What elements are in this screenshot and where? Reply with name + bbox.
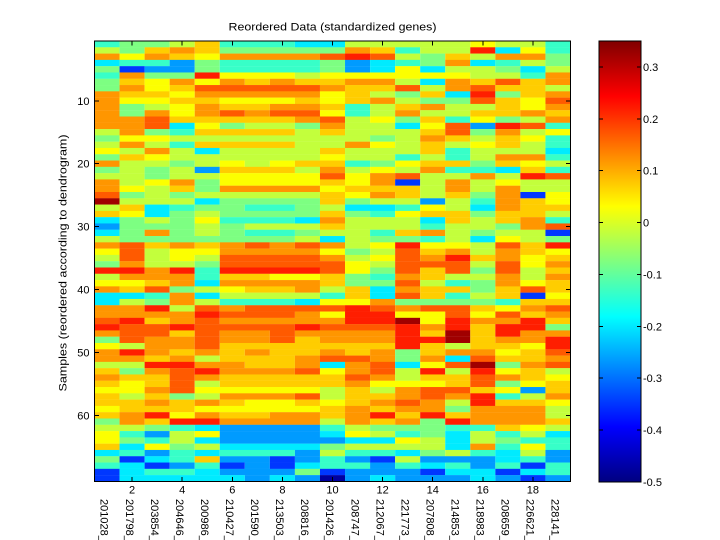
svg-text:16: 16 (477, 485, 489, 497)
svg-text:210427_: 210427_ (223, 499, 235, 540)
svg-text:208747_: 208747_ (348, 499, 360, 540)
svg-text:30: 30 (77, 222, 89, 234)
svg-text:8: 8 (279, 485, 285, 497)
svg-text:50: 50 (77, 347, 89, 359)
svg-text:-0.1: -0.1 (643, 269, 662, 281)
svg-text:208816_: 208816_ (298, 499, 310, 540)
svg-text:228141_: 228141_ (549, 499, 561, 540)
svg-text:14: 14 (427, 485, 439, 497)
svg-text:6: 6 (229, 485, 235, 497)
svg-text:221773_: 221773_ (398, 499, 410, 540)
svg-text:204646_: 204646_ (173, 499, 185, 540)
svg-text:18: 18 (527, 485, 539, 497)
svg-text:226621_: 226621_ (524, 499, 536, 540)
svg-text:0: 0 (643, 218, 649, 230)
svg-text:-0.4: -0.4 (643, 425, 662, 437)
svg-text:213503_: 213503_ (273, 499, 285, 540)
svg-text:0.1: 0.1 (643, 166, 658, 178)
svg-text:212067_: 212067_ (373, 499, 385, 540)
svg-text:203854_: 203854_ (148, 499, 160, 540)
svg-text:Samples (reordered according t: Samples (reordered according to dendrogr… (58, 135, 70, 392)
svg-text:207808_: 207808_ (423, 499, 435, 540)
svg-text:4: 4 (179, 485, 185, 497)
svg-text:214853_: 214853_ (448, 499, 460, 540)
svg-text:201028_: 201028_ (98, 499, 110, 540)
svg-text:40: 40 (77, 285, 89, 297)
svg-text:10: 10 (326, 485, 338, 497)
svg-text:60: 60 (77, 410, 89, 422)
svg-text:208659_: 208659_ (499, 499, 511, 540)
svg-text:-0.3: -0.3 (643, 373, 662, 385)
svg-text:-0.2: -0.2 (643, 321, 662, 333)
svg-text:12: 12 (376, 485, 388, 497)
svg-text:218983_: 218983_ (474, 499, 486, 540)
svg-text:0.3: 0.3 (643, 62, 658, 74)
svg-text:10: 10 (77, 96, 89, 108)
svg-text:201798_: 201798_ (123, 499, 135, 540)
svg-text:2: 2 (129, 485, 135, 497)
svg-text:201590_: 201590_ (248, 499, 260, 540)
svg-text:201426_: 201426_ (323, 499, 335, 540)
svg-text:Reordered Data (standardized g: Reordered Data (standardized genes) (229, 22, 437, 34)
svg-text:20: 20 (77, 159, 89, 171)
svg-text:200986_: 200986_ (198, 499, 210, 540)
svg-text:-0.5: -0.5 (643, 477, 662, 489)
svg-text:0.2: 0.2 (643, 114, 658, 126)
